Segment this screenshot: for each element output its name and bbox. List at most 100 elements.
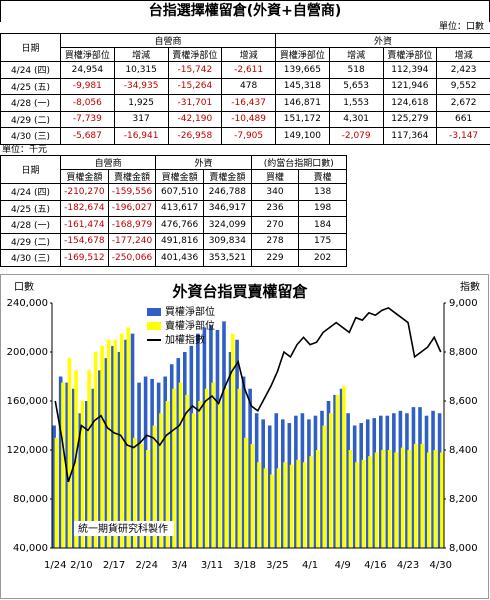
header-cell: 增減 <box>436 47 490 62</box>
bar <box>176 358 181 548</box>
bar <box>411 407 416 548</box>
bar <box>431 410 435 548</box>
cell: 324,099 <box>202 216 252 234</box>
cell: 145,318 <box>275 77 330 95</box>
unit-label: 單位：口數 <box>438 22 484 32</box>
y2-tick-label: 8,000 <box>449 543 478 554</box>
cell: 607,510 <box>155 183 204 201</box>
bar <box>342 386 346 548</box>
row: 日期 自營商 外資 (約當台指期口數) <box>0 155 347 184</box>
bar <box>163 376 167 548</box>
bar <box>274 413 279 548</box>
x-tick-label: 4/16 <box>364 560 386 571</box>
cell: 2,672 <box>436 94 490 112</box>
cell: 10,315 <box>113 61 169 79</box>
bar <box>80 401 85 548</box>
axis-label: 口數 <box>14 280 34 293</box>
bar <box>156 382 161 548</box>
header-cell: 買權金額 <box>155 169 204 184</box>
cell: -3,147 <box>436 127 490 145</box>
bar <box>78 413 83 548</box>
bar <box>126 327 131 548</box>
legend-swatch <box>147 308 161 316</box>
y-tick-label: 40,000 <box>13 543 48 554</box>
cell: -168,979 <box>107 216 157 234</box>
cell: -42,190 <box>167 110 223 128</box>
row: 4/25 (五) -9,981 -34,935 -15,264 478 145,318 5,… <box>0 77 490 95</box>
legend-label: 賣權淨部位 <box>165 319 215 332</box>
bar <box>433 450 438 548</box>
bar <box>211 382 216 548</box>
bar <box>113 339 118 548</box>
bar <box>52 425 56 548</box>
bar <box>104 358 109 548</box>
bar <box>309 456 314 548</box>
bar <box>420 443 425 548</box>
y2-tick-label: 8,600 <box>449 396 478 407</box>
row: 4/24 (四) 24,954 10,315 -15,742 -2,611 139,665… <box>0 61 490 79</box>
cell: 146,871 <box>275 94 330 112</box>
bar <box>365 419 370 548</box>
cell: 4/28 (一) <box>0 216 61 234</box>
bar <box>224 388 229 548</box>
header-cell: 賣權淨部位 <box>382 47 438 62</box>
bar <box>261 419 265 548</box>
cell: 401,436 <box>155 249 204 267</box>
bar <box>407 450 412 548</box>
cell: -154,678 <box>60 232 109 250</box>
header-cell: 日期 <box>0 155 61 184</box>
bar <box>289 464 294 548</box>
x-tick-label: 4/30 <box>429 560 451 571</box>
bar <box>191 413 196 548</box>
table: 日期 自營商 外資 買權淨部位 增減 賣權淨部位 增減 買權淨部位 增減 賣權淨部位 增減 4/24 … <box>0 33 490 145</box>
cell: 4/25 (五) <box>0 77 61 95</box>
axis-label: 指數 <box>460 280 480 293</box>
cell: 4/29 (二) <box>0 232 61 250</box>
bar <box>335 394 340 548</box>
bar <box>280 419 285 548</box>
bar <box>359 423 363 548</box>
cell: 151,172 <box>275 110 330 128</box>
bar <box>440 452 444 548</box>
bar <box>169 364 174 548</box>
bar <box>283 462 287 548</box>
bar <box>313 415 318 548</box>
cell: -177,240 <box>107 232 157 250</box>
cell: 346,917 <box>202 199 252 217</box>
row: 4/28 (一) -161,474 -168,979 476,766 324,099 27… <box>0 216 347 234</box>
bar <box>150 378 154 548</box>
cell: 229 <box>250 249 300 267</box>
y-tick-label: 240,000 <box>7 298 48 309</box>
cell: 4/25 (五) <box>0 199 61 217</box>
header-cell: 增減 <box>328 47 384 62</box>
cell: -26,958 <box>167 127 223 145</box>
bar <box>355 462 359 548</box>
chart: 外資台指買賣權留倉 口數 指數 40,000 80,000 120,000 160,000 2… <box>0 274 489 599</box>
cell: 278 <box>250 232 300 250</box>
cell: 5,653 <box>328 77 384 95</box>
bar <box>361 459 366 548</box>
cell: 139,665 <box>275 61 330 79</box>
bar <box>322 425 327 548</box>
cell: 236 <box>250 199 300 217</box>
bar <box>137 382 141 548</box>
cell: -182,674 <box>60 199 109 217</box>
header-cell: 自營商 <box>59 33 277 48</box>
y-tick-label: 200,000 <box>7 347 48 358</box>
x-tick-label: 3/25 <box>266 560 288 571</box>
bar <box>398 410 403 548</box>
bar <box>189 345 194 548</box>
bar <box>61 382 65 548</box>
bar <box>117 352 122 548</box>
cell: -250,066 <box>107 249 157 267</box>
bar <box>204 388 209 548</box>
cell: -5,687 <box>60 127 115 145</box>
bar <box>250 443 255 548</box>
bar <box>348 450 353 548</box>
row: 買權金額 賣權金額 買權金額 賣權金額 買權 賣權 <box>1 169 347 184</box>
x-tick-label: 4/23 <box>397 560 419 571</box>
header-cell: 賣權淨部位 <box>167 47 223 62</box>
header-cell: 外資 <box>275 33 490 48</box>
cell: -7,739 <box>60 110 115 128</box>
cell: 478 <box>221 77 277 95</box>
